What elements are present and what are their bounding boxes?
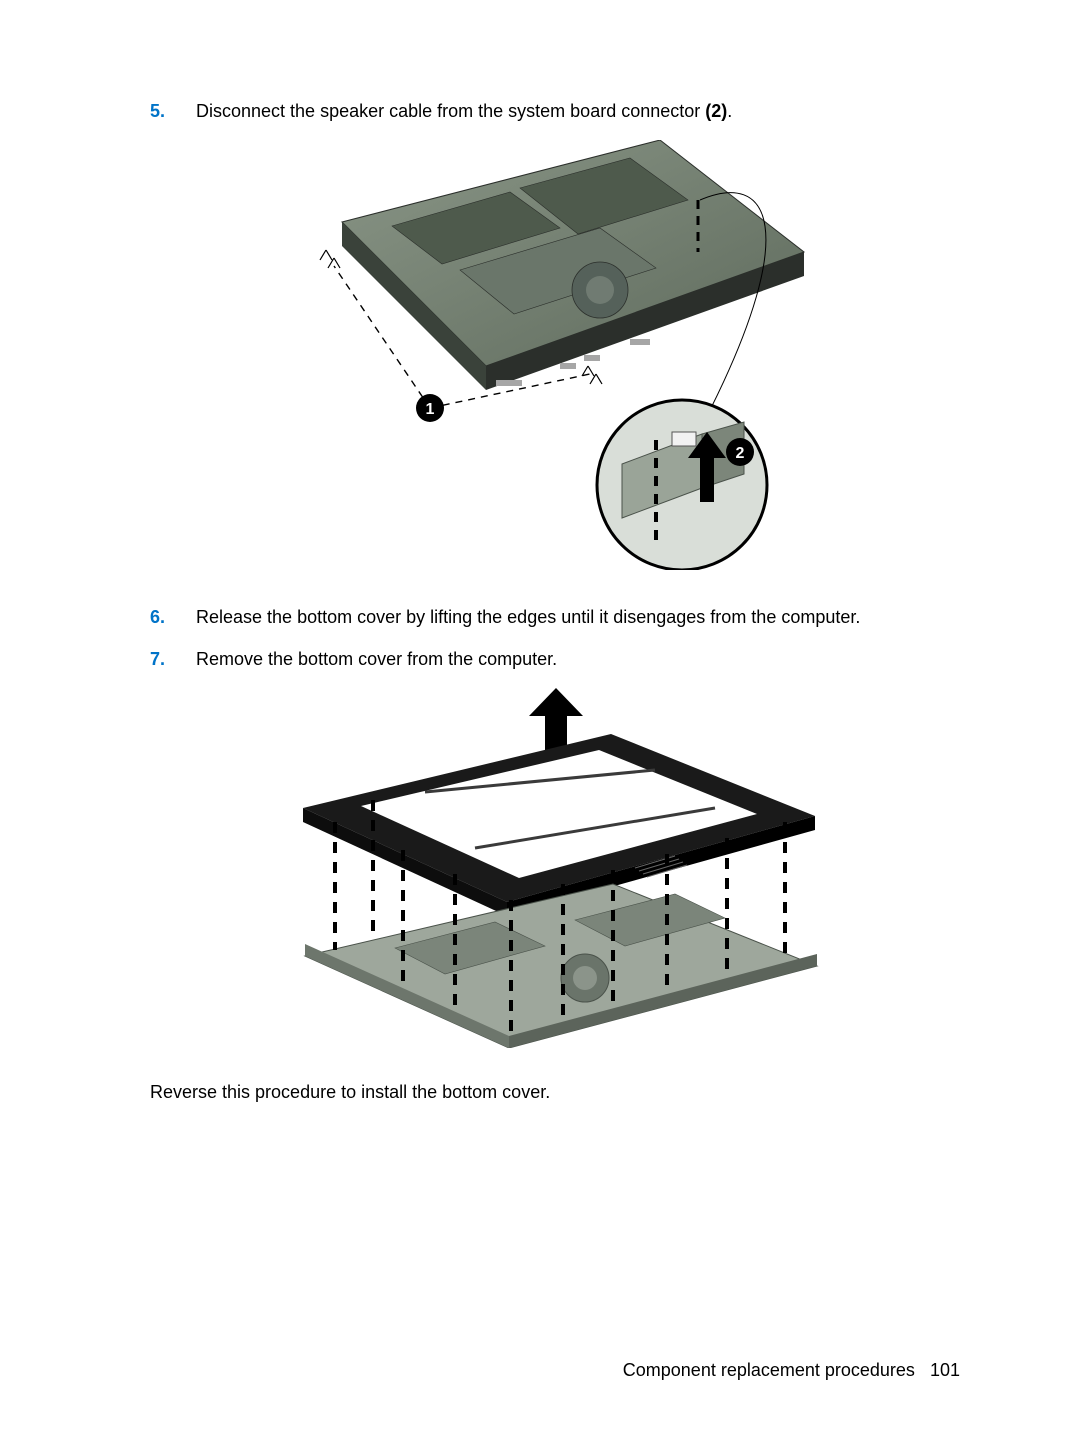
step-text: Remove the bottom cover from the compute…	[196, 646, 960, 674]
step-text-bold: (2)	[705, 101, 727, 121]
step-number: 7.	[150, 646, 196, 674]
page-footer: Component replacement procedures 101	[623, 1360, 960, 1381]
closing-text: Reverse this procedure to install the bo…	[150, 1082, 960, 1103]
step-number: 6.	[150, 604, 196, 632]
figure-2-wrap	[150, 688, 960, 1048]
step-text-pre: Remove the bottom cover from the compute…	[196, 649, 557, 669]
figure-2-illustration	[275, 688, 835, 1048]
footer-page-number: 101	[930, 1360, 960, 1380]
svg-text:1: 1	[426, 401, 435, 418]
svg-text:2: 2	[736, 445, 745, 462]
figure-1-wrap: 1 2	[150, 140, 960, 570]
step-text: Release the bottom cover by lifting the …	[196, 604, 960, 632]
step-text: Disconnect the speaker cable from the sy…	[196, 98, 960, 126]
figure-1-illustration: 1 2	[300, 140, 810, 570]
step-5: 5. Disconnect the speaker cable from the…	[150, 98, 960, 126]
footer-section: Component replacement procedures	[623, 1360, 915, 1380]
step-text-pre: Disconnect the speaker cable from the sy…	[196, 101, 705, 121]
step-6: 6. Release the bottom cover by lifting t…	[150, 604, 960, 632]
page: 5. Disconnect the speaker cable from the…	[0, 0, 1080, 1437]
step-text-pre: Release the bottom cover by lifting the …	[196, 607, 860, 627]
step-7: 7. Remove the bottom cover from the comp…	[150, 646, 960, 674]
step-number: 5.	[150, 98, 196, 126]
step-text-post: .	[727, 101, 732, 121]
